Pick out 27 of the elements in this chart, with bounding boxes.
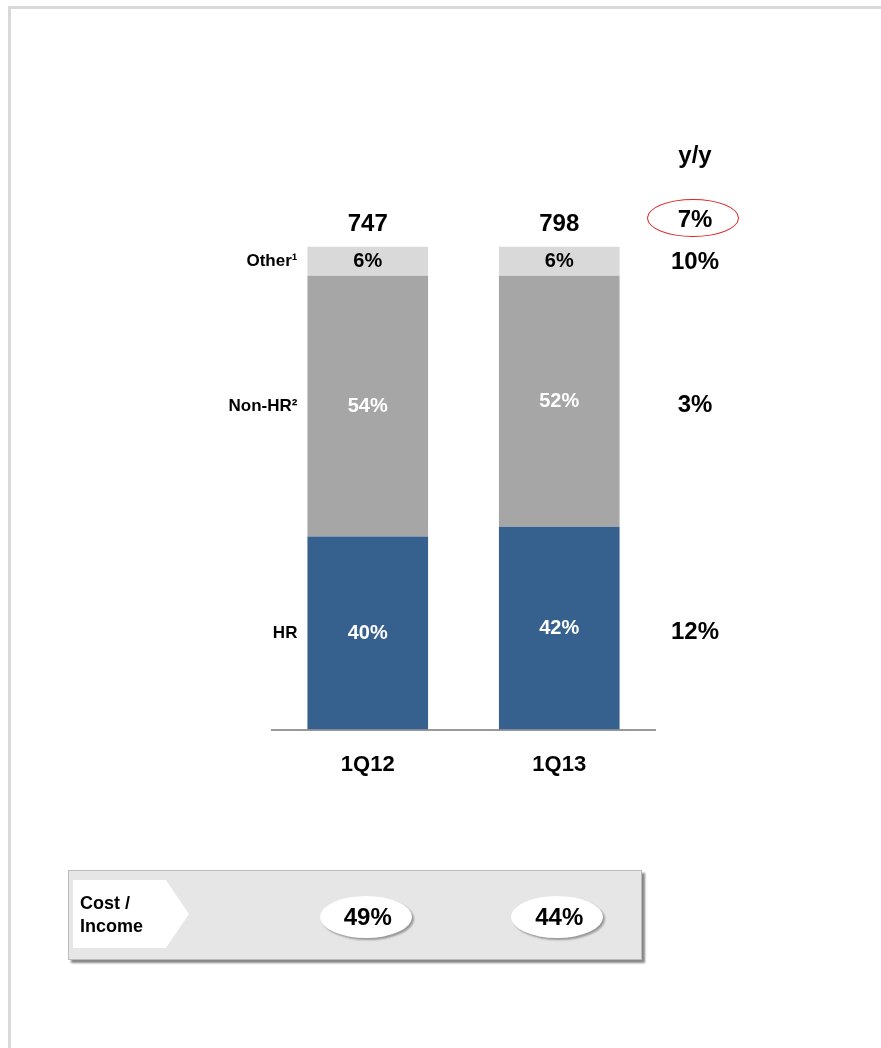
text: Cost / Income: [80, 892, 145, 938]
text: 798: [539, 209, 580, 237]
data-label: 40%: [347, 620, 388, 643]
text: 49%: [343, 903, 392, 931]
series-label: Other¹: [246, 250, 298, 270]
bar: [307, 536, 429, 730]
text: 44%: [535, 903, 584, 931]
text: 10%: [670, 247, 720, 276]
text: y/y: [678, 140, 712, 169]
data-label: 42%: [539, 615, 580, 638]
data-label: 54%: [347, 393, 388, 416]
series-label: HR: [272, 622, 298, 642]
data-label: 6%: [353, 248, 383, 271]
text: 12%: [670, 616, 720, 645]
data-label: 52%: [539, 388, 580, 411]
x-tick-label: 1Q13: [532, 750, 587, 776]
bar: [498, 275, 620, 527]
data-label: 6%: [544, 248, 574, 271]
x-tick-label: 1Q12: [340, 750, 395, 776]
text: 3%: [677, 389, 713, 418]
text: 7%: [677, 204, 713, 233]
bar: [498, 526, 620, 730]
text: 747: [347, 209, 388, 237]
bar: [307, 275, 429, 537]
series-label: Non-HR²: [228, 395, 298, 415]
bar: [498, 246, 620, 276]
bar: [307, 246, 429, 276]
